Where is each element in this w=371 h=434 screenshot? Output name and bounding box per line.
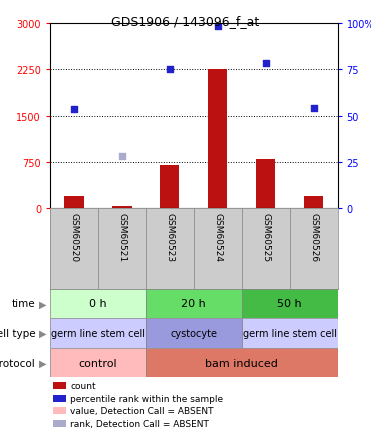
Text: ▶: ▶	[39, 329, 46, 338]
Text: time: time	[12, 299, 35, 309]
Point	[215, 23, 221, 30]
Text: GSM60520: GSM60520	[69, 213, 79, 262]
Bar	[146, 348, 338, 378]
Bar	[304, 197, 323, 209]
Bar	[65, 197, 83, 209]
Point	[263, 60, 269, 67]
Text: cell type: cell type	[0, 329, 35, 338]
Bar	[53, 395, 66, 402]
Bar	[53, 420, 66, 427]
Text: protocol: protocol	[0, 358, 35, 368]
Point	[71, 107, 77, 114]
Text: count: count	[70, 381, 96, 391]
Bar	[256, 159, 275, 209]
Bar	[53, 382, 66, 389]
Bar	[112, 207, 132, 209]
Text: germ line stem cell: germ line stem cell	[243, 329, 337, 338]
Bar	[50, 289, 146, 319]
Text: control: control	[79, 358, 117, 368]
Bar	[50, 348, 146, 378]
Bar	[146, 319, 242, 348]
Text: percentile rank within the sample: percentile rank within the sample	[70, 394, 223, 403]
Text: ▶: ▶	[39, 358, 46, 368]
Text: germ line stem cell: germ line stem cell	[51, 329, 145, 338]
Bar	[208, 70, 227, 209]
Text: value, Detection Call = ABSENT: value, Detection Call = ABSENT	[70, 407, 214, 415]
Text: ▶: ▶	[39, 299, 46, 309]
Text: 0 h: 0 h	[89, 299, 107, 309]
Bar	[242, 289, 338, 319]
Text: GSM60525: GSM60525	[261, 213, 270, 262]
Bar	[50, 319, 146, 348]
Text: cystocyte: cystocyte	[170, 329, 217, 338]
Bar	[146, 289, 242, 319]
Point	[311, 105, 316, 112]
Text: bam induced: bam induced	[205, 358, 278, 368]
Bar	[242, 319, 338, 348]
Text: rank, Detection Call = ABSENT: rank, Detection Call = ABSENT	[70, 419, 209, 428]
Text: 50 h: 50 h	[278, 299, 302, 309]
Bar	[160, 166, 180, 209]
Bar	[53, 408, 66, 414]
Text: GDS1906 / 143096_f_at: GDS1906 / 143096_f_at	[111, 15, 260, 28]
Text: GSM60526: GSM60526	[309, 213, 318, 262]
Point	[119, 153, 125, 160]
Text: 20 h: 20 h	[181, 299, 206, 309]
Point	[167, 66, 173, 73]
Text: GSM60521: GSM60521	[118, 213, 127, 262]
Text: GSM60524: GSM60524	[213, 213, 222, 262]
Text: GSM60523: GSM60523	[165, 213, 174, 262]
